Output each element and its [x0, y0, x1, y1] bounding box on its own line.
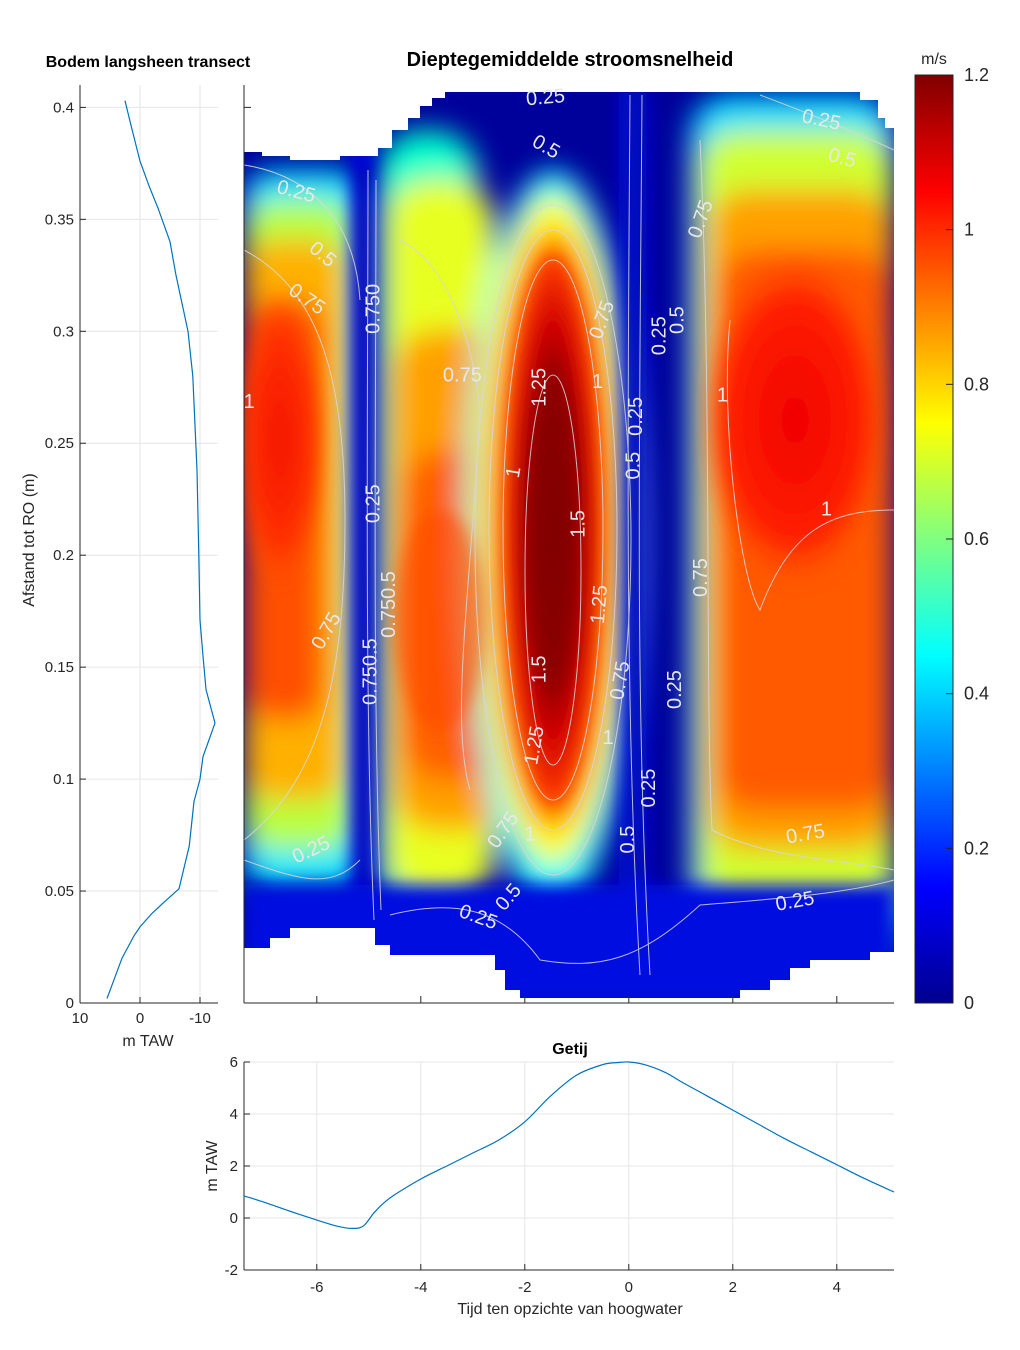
- bottom-profile-ytick-label: 0.35: [45, 211, 74, 228]
- tide-xtick-label: 4: [833, 1279, 841, 1296]
- contour-label: 0.75: [443, 364, 482, 386]
- contour-label: 0.25: [664, 670, 686, 709]
- bottom-profile-ytick-label: 0.15: [45, 659, 74, 676]
- colorbar-tick-label: 0.4: [964, 684, 989, 704]
- bottom-profile-xtick-label: -10: [189, 1010, 211, 1027]
- bottom-profile-grid: [79, 85, 218, 1004]
- bottom-profile-ytick-label: 0.1: [53, 771, 74, 788]
- bottom-profile-title: Bodem langsheen transect: [46, 54, 251, 71]
- heatmap-contours: [243, 94, 895, 976]
- bottom-profile-ylabel: Afstand tot RO (m): [21, 473, 38, 606]
- contour-label: 0.75: [690, 558, 712, 597]
- tide-xtick-label: -2: [518, 1279, 531, 1296]
- heatmap-title: Dieptegemiddelde stroomsnelheid: [407, 49, 734, 71]
- bottom-profile-ytick-label: 0.05: [45, 883, 74, 900]
- contour-label: 0.25: [638, 769, 660, 808]
- bottom-profile-panel: Bodem langsheen transect 10 0 -1000.050.10…: [21, 54, 251, 1050]
- colorbar-unit-label: m/s: [921, 51, 947, 68]
- tide-xtick-label: 0: [625, 1279, 633, 1296]
- tide-xlabel: Tijd ten opzichte van hoogwater: [457, 1301, 683, 1318]
- bottom-profile-xtick-label: 10: [72, 1010, 89, 1027]
- bottom-profile-ytick-label: 0.25: [45, 435, 74, 452]
- colorbar-tick-label: 0.8: [964, 374, 989, 394]
- colorbar: m/s 0 0.2 0.4 0.6 0.8 1 1.2: [914, 51, 989, 1013]
- contour-label: 1: [602, 727, 613, 749]
- colorbar-tick-label: 1.2: [964, 65, 989, 85]
- bottom-profile-xtick-label: 0: [136, 1010, 144, 1027]
- contour-label: 0.25: [625, 397, 647, 436]
- bottom-profile-ytick-label: 0.4: [53, 99, 74, 116]
- contour-label: 0.5: [617, 826, 639, 854]
- contour-label: 1.25: [529, 368, 551, 407]
- contour-label: 1: [524, 823, 535, 845]
- heatmap-ticks: [244, 106, 838, 1003]
- tide-ytick-label: 0: [230, 1210, 238, 1227]
- tide-grid: [244, 1061, 894, 1271]
- bottom-profile-line: [106, 100, 216, 999]
- contour-label: 1: [717, 385, 728, 407]
- contour-label: 1: [502, 465, 526, 480]
- contour-label: 1: [244, 391, 255, 413]
- tide-ytick-label: -2: [225, 1262, 238, 1279]
- contour-label: 0.750: [362, 284, 384, 334]
- contour-label: 0.25: [648, 316, 670, 355]
- colorbar-tick-label: 0: [964, 993, 974, 1013]
- contour-label: 1.25: [587, 584, 612, 625]
- contour-label: 1: [592, 371, 603, 393]
- velocity-heatmap-panel: Dieptegemiddelde stroomsnelheid: [243, 49, 895, 1004]
- tide-ytick-label: 2: [230, 1158, 238, 1175]
- tide-title: Getij: [552, 1041, 588, 1058]
- contour-label: 1.5: [568, 510, 590, 538]
- colorbar-tick-label: 1: [964, 220, 974, 240]
- tide-ylabel: m TAW: [204, 1139, 221, 1191]
- tide-ytick-label: 4: [230, 1106, 238, 1123]
- contour-label: 0.750.5: [360, 638, 382, 705]
- bottom-profile-xlabel: m TAW: [122, 1033, 174, 1050]
- tide-ytick-label: 6: [230, 1054, 238, 1071]
- colorbar-ticks: 0 0.2 0.4 0.6 0.8 1 1.2: [946, 65, 989, 1013]
- colorbar-tick-label: 0.6: [964, 529, 989, 549]
- contour-label: 0.25: [362, 484, 384, 523]
- tide-xtick-label: 2: [729, 1279, 737, 1296]
- contour-label: 0.750.5: [378, 571, 400, 638]
- contour-label: 0.5: [622, 452, 644, 480]
- contour-label: 0.5: [666, 306, 688, 334]
- bottom-profile-ytick-label: 0: [66, 995, 74, 1012]
- contour-label: 1: [821, 499, 832, 521]
- bottom-profile-ytick-label: 0.2: [53, 547, 74, 564]
- tide-ticks: -6 -4 -2 0 2 4 -2 0 2 4 6: [225, 1054, 841, 1296]
- contour-label: 0.25: [525, 85, 566, 110]
- tide-panel: Getij -6 -4 -2 0 2 4 -2 0 2 4 6 Tijd ten opzichte …: [204, 1041, 895, 1318]
- contour-label: 1.5: [529, 655, 551, 683]
- bottom-profile-ytick-label: 0.3: [53, 323, 74, 340]
- tide-line: [243, 1061, 895, 1230]
- tide-xtick-label: -6: [310, 1279, 323, 1296]
- colorbar-tick-label: 0.2: [964, 838, 989, 858]
- tide-xtick-label: -4: [414, 1279, 427, 1296]
